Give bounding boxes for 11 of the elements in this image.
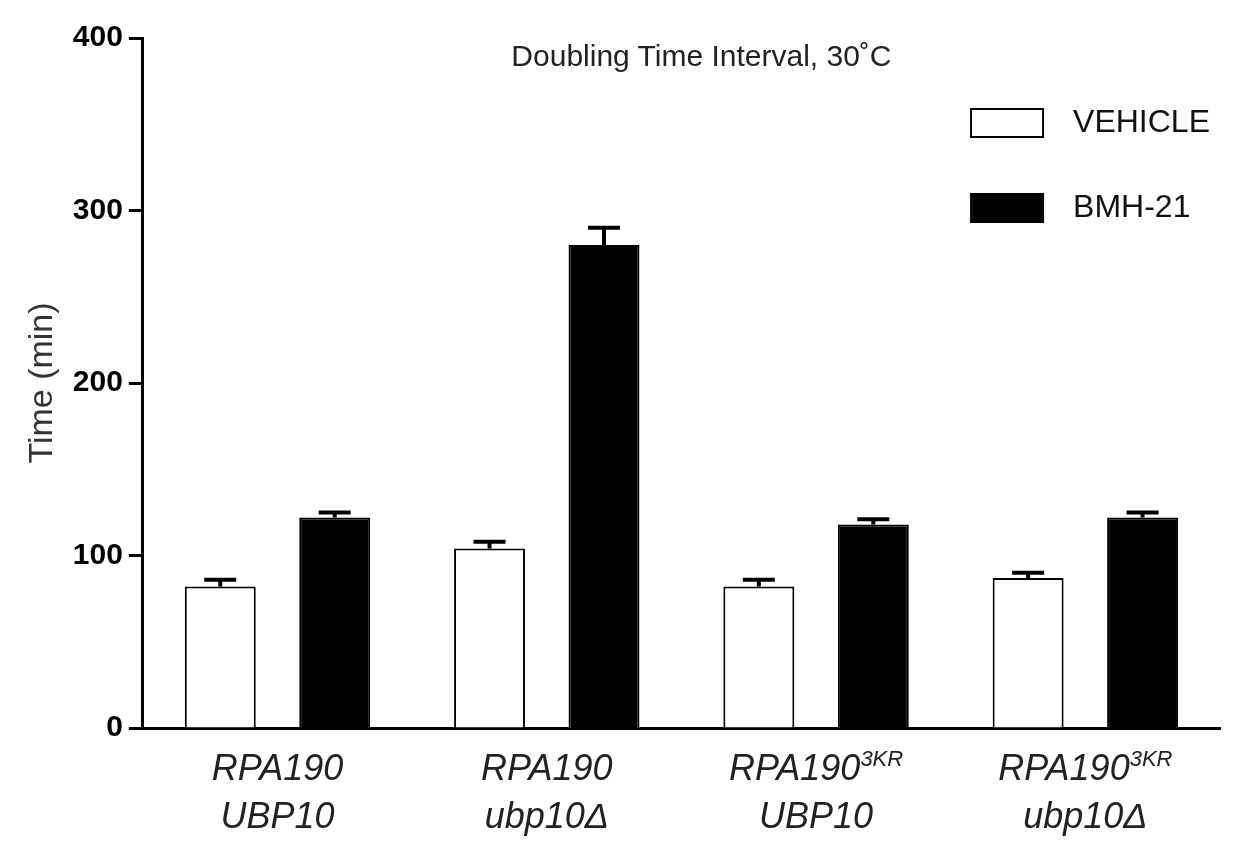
legend-label: VEHICLE xyxy=(1073,102,1210,139)
y-tick-label: 0 xyxy=(106,709,123,743)
x-tick-label: RPA190 ubp10Δ xyxy=(481,747,613,836)
x-tick-label: RPA190 UBP10 xyxy=(211,747,344,836)
y-tick-label: 300 xyxy=(72,191,123,225)
y-tick-label: 100 xyxy=(72,536,123,570)
y-axis-title: Time (min) xyxy=(20,302,59,464)
y-tick-label: 200 xyxy=(72,364,123,398)
y-tick-label: 400 xyxy=(72,19,123,53)
legend-label: BMH-21 xyxy=(1073,187,1191,224)
chart-title: Doubling Time Interval, 30˚C xyxy=(511,39,892,73)
